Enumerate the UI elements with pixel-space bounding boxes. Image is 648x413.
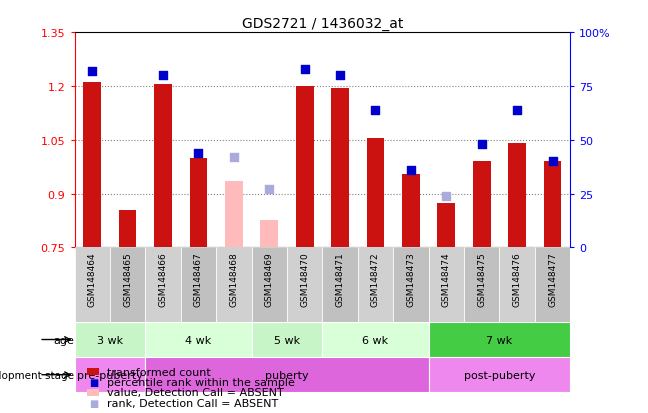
Bar	[75, 357, 145, 392]
Bar	[464, 248, 500, 322]
Bar	[367, 139, 384, 248]
Point	[512, 107, 522, 114]
Bar	[428, 248, 464, 322]
Text: GSM148476: GSM148476	[513, 252, 522, 306]
Point	[193, 150, 203, 157]
Text: GSM148468: GSM148468	[229, 252, 238, 306]
Text: ■: ■	[89, 377, 98, 387]
Text: GSM148475: GSM148475	[477, 252, 486, 306]
Point	[87, 69, 97, 75]
Text: 5 wk: 5 wk	[274, 335, 300, 345]
Bar	[358, 248, 393, 322]
Point	[441, 193, 452, 199]
Title: GDS2721 / 1436032_at: GDS2721 / 1436032_at	[242, 17, 403, 31]
Bar	[216, 248, 251, 322]
Bar	[251, 248, 287, 322]
Bar	[508, 144, 526, 248]
Bar	[110, 248, 145, 322]
Point	[406, 167, 416, 174]
Bar	[322, 322, 428, 357]
Text: GSM148469: GSM148469	[265, 252, 273, 306]
Bar	[544, 162, 561, 248]
Bar	[473, 162, 491, 248]
Bar	[75, 248, 110, 322]
Point	[264, 187, 275, 193]
Bar	[260, 221, 278, 248]
Text: GSM148474: GSM148474	[442, 252, 451, 306]
Bar	[84, 83, 101, 248]
Bar	[181, 248, 216, 322]
Text: post-puberty: post-puberty	[464, 370, 535, 380]
Text: GSM148464: GSM148464	[87, 252, 97, 306]
Bar	[402, 174, 420, 248]
Bar	[119, 210, 137, 248]
Text: GSM148473: GSM148473	[406, 252, 415, 306]
Text: 6 wk: 6 wk	[362, 335, 389, 345]
Text: GSM148472: GSM148472	[371, 252, 380, 306]
Text: age: age	[53, 335, 74, 345]
Bar	[437, 203, 455, 248]
Text: value, Detection Call = ABSENT: value, Detection Call = ABSENT	[107, 387, 284, 397]
Text: percentile rank within the sample: percentile rank within the sample	[107, 377, 295, 387]
Text: 3 wk: 3 wk	[97, 335, 123, 345]
Bar	[190, 158, 207, 248]
Point	[299, 66, 310, 73]
Bar	[428, 322, 570, 357]
Bar	[145, 322, 251, 357]
Bar	[251, 322, 322, 357]
Text: rank, Detection Call = ABSENT: rank, Detection Call = ABSENT	[107, 398, 278, 408]
Text: development stage: development stage	[0, 370, 74, 380]
Text: transformed count: transformed count	[107, 367, 211, 377]
Point	[158, 73, 168, 79]
Point	[370, 107, 380, 114]
Bar	[535, 248, 570, 322]
Text: 4 wk: 4 wk	[185, 335, 212, 345]
Text: GSM148466: GSM148466	[159, 252, 168, 306]
Bar	[75, 322, 145, 357]
Bar	[500, 248, 535, 322]
Text: GSM148465: GSM148465	[123, 252, 132, 306]
Bar	[225, 182, 243, 248]
Point	[476, 141, 487, 148]
Text: GSM148470: GSM148470	[300, 252, 309, 306]
Bar	[154, 85, 172, 248]
Bar	[145, 248, 181, 322]
Text: GSM148477: GSM148477	[548, 252, 557, 306]
Bar	[331, 88, 349, 248]
Point	[229, 154, 239, 161]
Text: puberty: puberty	[265, 370, 309, 380]
Text: GSM148471: GSM148471	[336, 252, 345, 306]
Point	[548, 159, 558, 165]
Bar	[393, 248, 428, 322]
Text: pre-puberty: pre-puberty	[77, 370, 143, 380]
Bar	[428, 357, 570, 392]
Text: 7 wk: 7 wk	[486, 335, 513, 345]
Bar	[322, 248, 358, 322]
Point	[335, 73, 345, 79]
Bar	[145, 357, 428, 392]
Text: ■: ■	[89, 398, 98, 408]
Bar	[296, 87, 314, 248]
Text: GSM148467: GSM148467	[194, 252, 203, 306]
Bar	[287, 248, 322, 322]
